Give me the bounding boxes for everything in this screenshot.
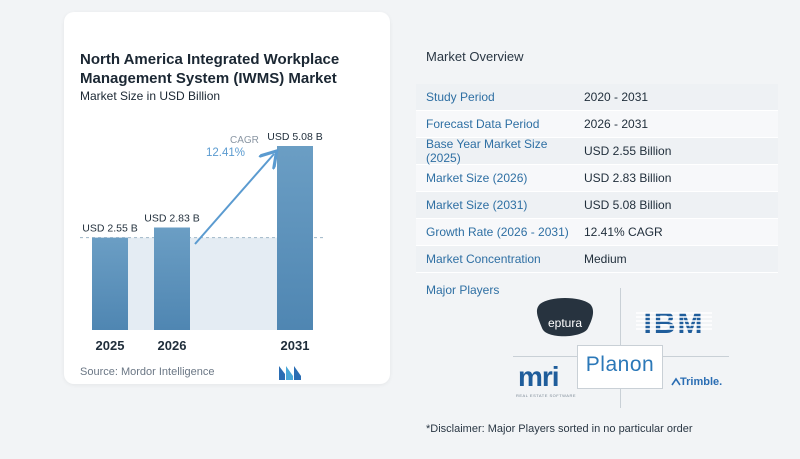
players-divider (513, 356, 577, 357)
source-note: Source: Mordor Intelligence (80, 366, 215, 378)
overview-row-study-period: Study Period 2020 - 2031 (416, 84, 778, 111)
tick-label-2031: 2031 (281, 338, 310, 353)
overview-label: Market Concentration (426, 252, 541, 266)
overview-row-size-2026: Market Size (2026) USD 2.83 Billion (416, 165, 778, 192)
players-divider (620, 288, 621, 345)
overview-value: Medium (584, 252, 627, 266)
mri-logo: mri (518, 361, 560, 392)
overview-value: USD 2.55 Billion (584, 144, 672, 158)
eptura-logo-text: eptura (548, 316, 582, 330)
data-label-2031: USD 5.08 B (267, 131, 322, 143)
overview-value: 2026 - 2031 (584, 117, 649, 131)
chart-subtitle: Market Size in USD Billion (80, 89, 221, 103)
major-players-title: Major Players (426, 283, 500, 297)
overview-row-size-2031: Market Size (2031) USD 5.08 Billion (416, 192, 778, 219)
trimble-logo: Trimble. (680, 376, 723, 388)
overview-table: Study Period 2020 - 2031 Forecast Data P… (416, 84, 778, 273)
data-label-2025: USD 2.55 B (82, 223, 137, 235)
cagr-value: 12.41% (206, 147, 245, 159)
tick-label-2025: 2025 (96, 338, 125, 353)
players-divider (663, 356, 729, 357)
overview-row-base-year-size: Base Year Market Size (2025) USD 2.55 Bi… (416, 137, 778, 165)
mordor-intelligence-logo (279, 366, 301, 380)
trimble-logo-icon (671, 377, 681, 386)
bar-2025 (92, 237, 128, 330)
data-label-2026: USD 2.83 B (144, 212, 199, 224)
bar-chart: USD 2.55 B 2025 USD 2.83 B 2026 USD 5.08 B 20… (80, 131, 326, 353)
overview-label: Market Size (2026) (426, 171, 528, 185)
eptura-logo: eptura (536, 298, 594, 337)
overview-row-growth-rate: Growth Rate (2026 - 2031) 12.41% CAGR (416, 219, 778, 246)
bar-2031 (277, 146, 313, 330)
overview-row-forecast-period: Forecast Data Period 2026 - 2031 (416, 111, 778, 138)
overview-label: Forecast Data Period (426, 117, 540, 131)
overview-label: Base Year Market Size (2025) (426, 137, 548, 165)
overview-value: USD 5.08 Billion (584, 198, 672, 212)
planon-logo: Planon (577, 345, 663, 389)
overview-label: Market Size (2031) (426, 198, 528, 212)
cagr-arrow (194, 154, 274, 245)
disclaimer: *Disclaimer: Major Players sorted in no … (426, 423, 693, 435)
chart-title: North America Integrated Workplace Manag… (80, 51, 340, 87)
tick-label-2026: 2026 (158, 338, 187, 353)
players-divider (620, 389, 621, 408)
baseline-shade (92, 237, 313, 330)
overview-value: 12.41% CAGR (584, 225, 663, 239)
overview-value: USD 2.83 Billion (584, 171, 672, 185)
overview-label: Study Period (426, 90, 495, 104)
bar-2026 (154, 227, 190, 330)
planon-logo-text: Planon (585, 353, 655, 376)
overview-value: 2020 - 2031 (584, 90, 649, 104)
mri-logo-tagline: REAL ESTATE SOFTWARE (516, 393, 577, 398)
cagr-label: CAGR (230, 135, 259, 146)
overview-label: Growth Rate (2026 - 2031) (426, 225, 569, 239)
overview-row-concentration: Market Concentration Medium (416, 246, 778, 273)
ibm-logo: IBM (636, 308, 712, 338)
overview-title: Market Overview (426, 49, 524, 64)
